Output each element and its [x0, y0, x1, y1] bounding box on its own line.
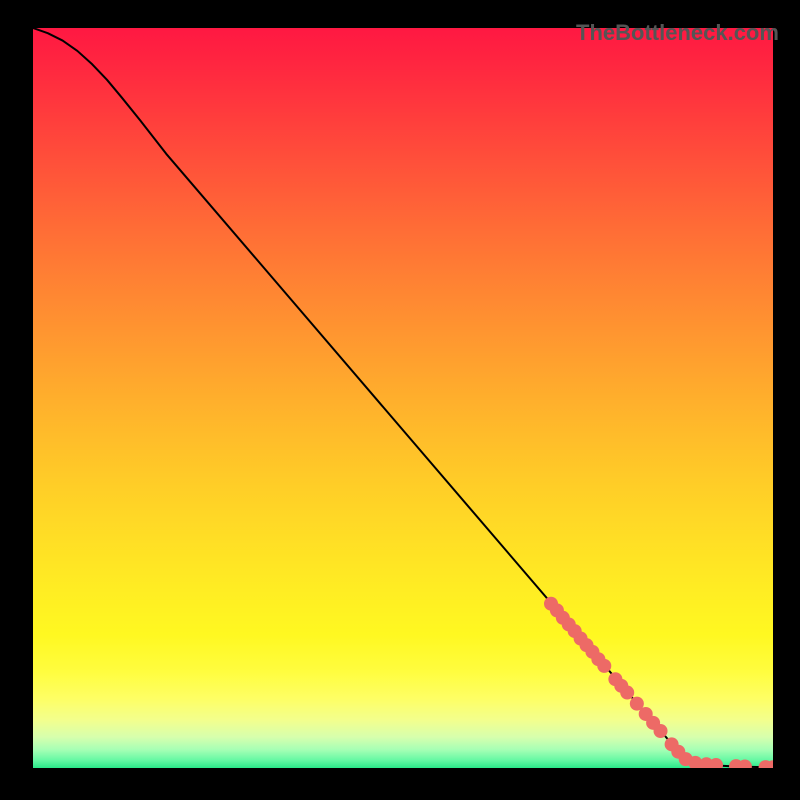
- data-marker: [597, 659, 611, 673]
- watermark-text: TheBottleneck.com: [576, 20, 779, 46]
- plot-area: [33, 28, 773, 768]
- data-marker: [620, 686, 634, 700]
- data-marker: [654, 724, 668, 738]
- plot-background: [33, 28, 773, 768]
- plot-svg: [33, 28, 773, 768]
